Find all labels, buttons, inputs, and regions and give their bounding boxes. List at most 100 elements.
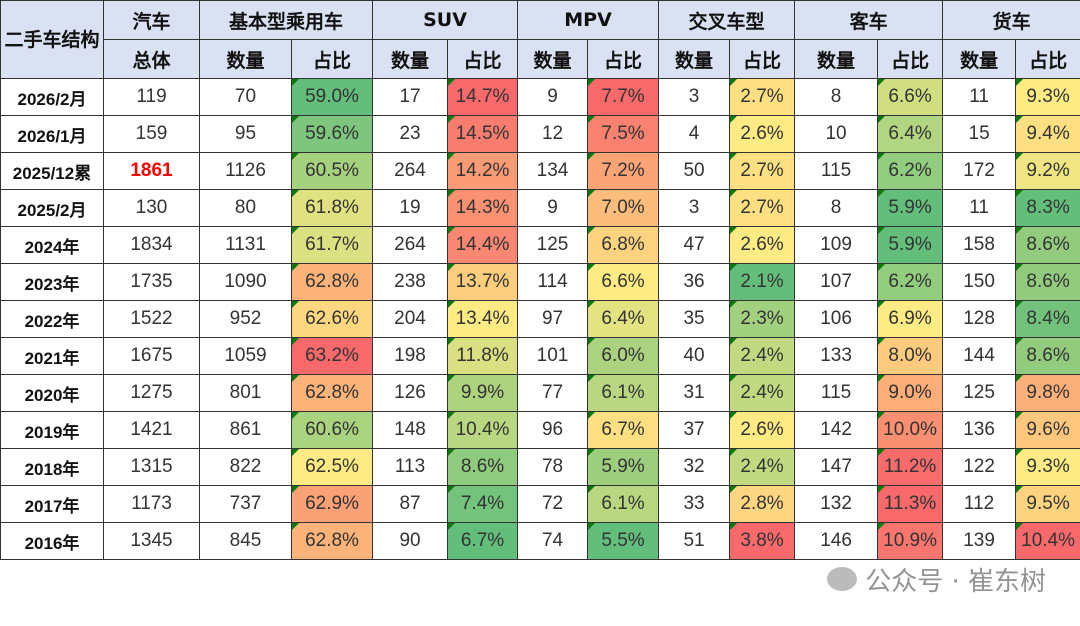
share-cell: 3.8% [729, 522, 796, 560]
count-cell: 801 [199, 374, 292, 412]
used-car-structure-table: 二手车结构 汽车 基本型乘用车 SUV MPV 交叉车型 客车 货车 总体 数量 占比 数量 占比 数量占… [0, 0, 1080, 560]
count-cell: 139 [942, 522, 1017, 560]
count-cell: 238 [372, 263, 449, 301]
count-cell: 150 [942, 263, 1017, 301]
share-cell: 2.3% [729, 300, 796, 338]
header-group: 汽车 [103, 0, 200, 40]
total-cell: 1522 [103, 300, 200, 338]
share-cell: 5.9% [587, 448, 660, 486]
header-group: SUV [372, 0, 519, 40]
count-cell: 845 [199, 522, 292, 560]
count-cell: 37 [658, 411, 731, 449]
share-cell: 2.6% [729, 226, 796, 264]
share-cell: 14.3% [447, 189, 519, 227]
count-cell: 133 [794, 337, 879, 375]
count-cell: 112 [942, 485, 1017, 523]
count-cell: 4 [658, 115, 731, 153]
count-cell: 70 [199, 78, 292, 116]
share-cell: 10.9% [877, 522, 944, 560]
share-cell: 62.6% [290, 300, 374, 338]
count-cell: 264 [372, 152, 449, 190]
share-cell: 62.8% [290, 522, 374, 560]
header-count: 数量 [658, 39, 731, 79]
watermark: 公众号 · 崔东树 [0, 560, 1080, 598]
share-cell: 7.5% [587, 115, 660, 153]
share-cell: 6.6% [877, 78, 944, 116]
share-cell: 8.3% [1015, 189, 1080, 227]
count-cell: 9 [517, 189, 589, 227]
share-cell: 2.7% [729, 78, 796, 116]
header-share: 占比 [447, 39, 519, 79]
count-cell: 96 [517, 411, 589, 449]
share-cell: 9.2% [1015, 152, 1080, 190]
share-cell: 13.4% [447, 300, 519, 338]
count-cell: 11 [942, 189, 1017, 227]
count-cell: 1059 [199, 337, 292, 375]
table-row: 2024年 1834 1131 61.7% 264 14.4% 125 6.8% 47 2.6% 1… [0, 226, 1080, 264]
count-cell: 115 [794, 374, 879, 412]
header-share: 占比 [290, 39, 374, 79]
count-cell: 8 [794, 78, 879, 116]
share-cell: 8.6% [447, 448, 519, 486]
count-cell: 10 [794, 115, 879, 153]
count-cell: 31 [658, 374, 731, 412]
table-row: 2023年 1735 1090 62.8% 238 13.7% 114 6.6% 36 2.1% 1… [0, 263, 1080, 301]
count-cell: 36 [658, 263, 731, 301]
share-cell: 8.6% [1015, 337, 1080, 375]
table-row: 2022年 1522 952 62.6% 204 13.4% 97 6.4% 35 2.3% 106… [0, 300, 1080, 338]
count-cell: 87 [372, 485, 449, 523]
table-row: 2025/12累 1861 1126 60.5% 264 14.2% 134 7.2% 50 2.… [0, 152, 1080, 190]
header-group: 客车 [794, 0, 944, 40]
header-row-groups: 二手车结构 汽车 基本型乘用车 SUV MPV 交叉车型 客车 货车 [0, 0, 1080, 79]
share-cell: 2.1% [729, 263, 796, 301]
share-cell: 5.5% [587, 522, 660, 560]
table-row: 2019年 1421 861 60.6% 148 10.4% 96 6.7% 37 2.6% 142… [0, 411, 1080, 449]
count-cell: 107 [794, 263, 879, 301]
count-cell: 77 [517, 374, 589, 412]
share-cell: 8.6% [1015, 263, 1080, 301]
row-label: 2021年 [0, 337, 104, 375]
count-cell: 78 [517, 448, 589, 486]
row-label: 2023年 [0, 263, 104, 301]
total-cell: 1315 [103, 448, 200, 486]
share-cell: 6.2% [877, 263, 944, 301]
share-cell: 9.9% [447, 374, 519, 412]
header-row-sub: 总体 数量 占比 数量 占比 数量 占比 数量 占比 数量 占比 数量 占比 [1, 39, 1080, 79]
table-row: 2020年 1275 801 62.8% 126 9.9% 77 6.1% 31 2.4% 115 9… [0, 374, 1080, 412]
count-cell: 204 [372, 300, 449, 338]
count-cell: 8 [794, 189, 879, 227]
table-row: 2017年 1173 737 62.9% 87 7.4% 72 6.1% 33 2.8% 132 11… [0, 485, 1080, 523]
total-cell: 1275 [103, 374, 200, 412]
share-cell: 60.6% [290, 411, 374, 449]
header-share: 占比 [587, 39, 660, 79]
share-cell: 8.4% [1015, 300, 1080, 338]
share-cell: 9.0% [877, 374, 944, 412]
header-count: 数量 [942, 39, 1017, 79]
count-cell: 51 [658, 522, 731, 560]
total-cell: 1735 [103, 263, 200, 301]
share-cell: 6.4% [877, 115, 944, 153]
count-cell: 72 [517, 485, 589, 523]
header-group: 货车 [942, 0, 1080, 40]
count-cell: 861 [199, 411, 292, 449]
header-total: 总体 [103, 39, 200, 79]
header-group: 交叉车型 [658, 0, 796, 40]
row-label: 2018年 [0, 448, 104, 486]
row-label: 2016年 [0, 522, 104, 560]
count-cell: 113 [372, 448, 449, 486]
share-cell: 14.7% [447, 78, 519, 116]
count-cell: 74 [517, 522, 589, 560]
share-cell: 7.0% [587, 189, 660, 227]
count-cell: 101 [517, 337, 589, 375]
share-cell: 62.9% [290, 485, 374, 523]
share-cell: 9.6% [1015, 411, 1080, 449]
count-cell: 136 [942, 411, 1017, 449]
count-cell: 15 [942, 115, 1017, 153]
header-count: 数量 [794, 39, 879, 79]
count-cell: 128 [942, 300, 1017, 338]
wechat-icon [827, 567, 858, 591]
watermark-text: 公众号 · 崔东树 [865, 566, 1046, 597]
share-cell: 13.7% [447, 263, 519, 301]
share-cell: 8.0% [877, 337, 944, 375]
header-count: 数量 [199, 39, 292, 79]
